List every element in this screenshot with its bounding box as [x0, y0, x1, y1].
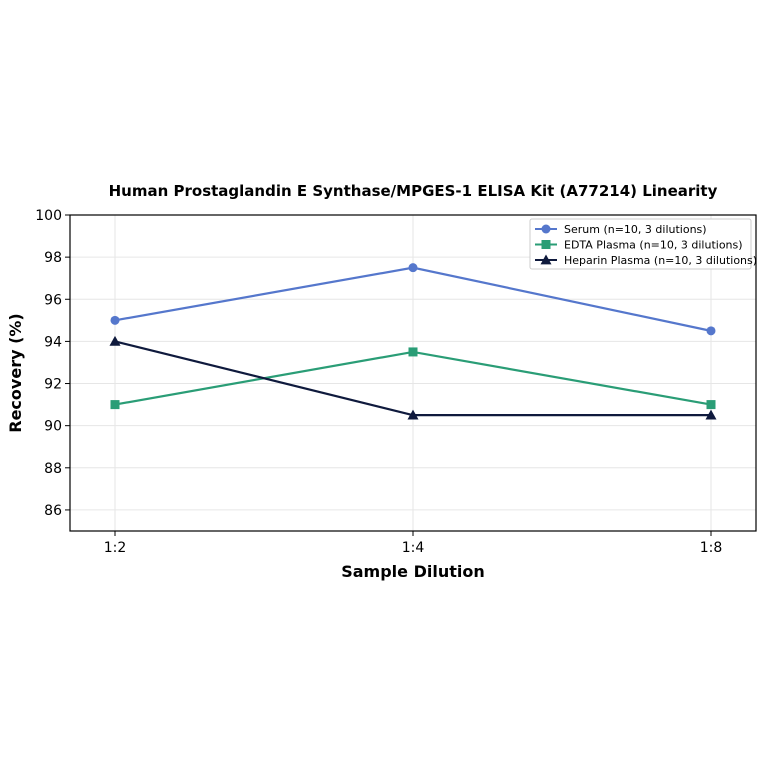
y-tick-label: 94 [44, 334, 62, 350]
grid [70, 215, 756, 531]
data-point [110, 315, 120, 325]
data-point [706, 400, 716, 410]
series-triangle [109, 335, 717, 420]
chart-title: Human Prostaglandin E Synthase/MPGES-1 E… [109, 182, 718, 200]
data-point [408, 347, 418, 357]
data-point [408, 263, 418, 273]
legend-marker [541, 240, 551, 249]
y-tick-label: 100 [35, 208, 62, 224]
x-tick-label: 1:2 [104, 540, 127, 556]
series-square [110, 347, 716, 410]
y-tick-label: 92 [44, 377, 62, 393]
series-circle [110, 263, 716, 336]
x-tick-label: 1:4 [402, 540, 425, 556]
x-axis-label: Sample Dilution [341, 562, 485, 581]
legend-label: Heparin Plasma (n=10, 3 dilutions) [564, 254, 757, 267]
y-tick-label: 88 [44, 461, 62, 477]
legend: Serum (n=10, 3 dilutions) EDTA Plasma (n=… [529, 218, 757, 270]
legend-item: Heparin Plasma (n=10, 3 dilutions) [535, 254, 757, 267]
data-point [407, 409, 419, 420]
y-tick-label: 90 [44, 419, 62, 435]
data-point [706, 326, 716, 336]
axis-ticks: 86 88 90 92 94 96 98 100 1:2 1:4 1:8 [35, 208, 722, 556]
legend-marker [540, 254, 552, 265]
legend-box [529, 218, 752, 270]
legend-marker [541, 224, 551, 234]
y-tick-label: 86 [44, 503, 62, 519]
y-axis-label: Recovery (%) [6, 313, 25, 432]
y-tick-label: 96 [44, 292, 62, 308]
legend-item: Serum (n=10, 3 dilutions) [535, 223, 707, 236]
data-point [705, 409, 717, 420]
legend-label: EDTA Plasma (n=10, 3 dilutions) [564, 239, 743, 252]
series-layer [109, 263, 717, 420]
data-point [110, 400, 120, 410]
legend-item: EDTA Plasma (n=10, 3 dilutions) [535, 239, 743, 252]
y-tick-label: 98 [44, 250, 62, 266]
x-tick-label: 1:8 [700, 540, 723, 556]
legend-label: Serum (n=10, 3 dilutions) [564, 223, 707, 236]
data-point [109, 335, 121, 346]
